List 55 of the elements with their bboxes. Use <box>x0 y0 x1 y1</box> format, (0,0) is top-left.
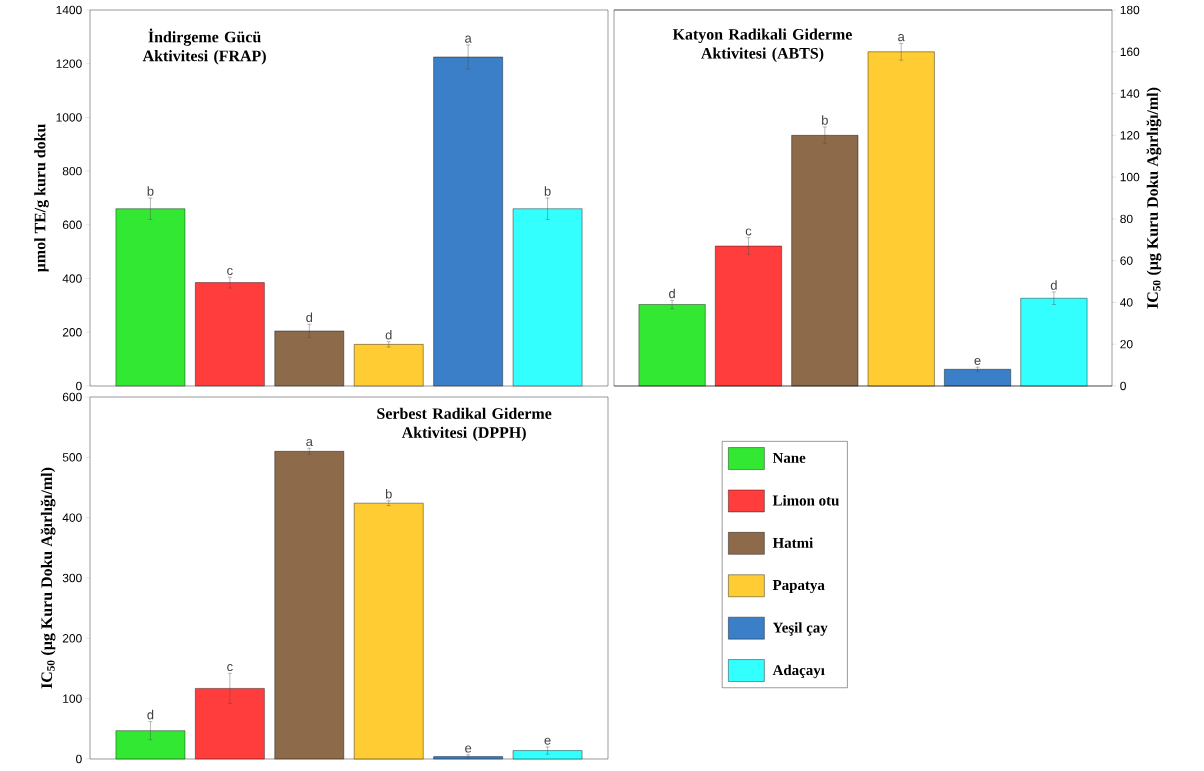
y-tick-label: 20 <box>1120 339 1133 349</box>
legend-label: Yeşil çay <box>772 622 828 636</box>
y-tick-label: 0 <box>76 381 82 391</box>
data-label: c <box>227 267 233 276</box>
data-label: c <box>227 664 233 672</box>
data-label: e <box>465 745 472 753</box>
data-label: d <box>385 329 392 340</box>
data-label: b <box>147 186 154 196</box>
y-tick-label: 600 <box>62 220 82 230</box>
data-label: d <box>306 312 313 323</box>
data-label: b <box>822 115 828 125</box>
y-tick-label: 1200 <box>56 59 82 68</box>
text: Serbest Radikal Giderme Aktivitesi (DPPH) <box>377 407 552 442</box>
data-label: c <box>745 228 752 236</box>
data-label: b <box>385 489 392 499</box>
y-tick-label: 60 <box>1120 256 1133 265</box>
text: İndirgeme Gücü Aktivitesi (FRAP) <box>142 28 266 65</box>
data-label: a <box>898 34 905 42</box>
data-label: d <box>1050 280 1057 290</box>
y-tick-label: 400 <box>62 274 82 283</box>
y-tick-label: 80 <box>1120 214 1133 224</box>
data-label: d <box>147 709 154 720</box>
y-tick-label: 500 <box>62 453 82 462</box>
data-label: e <box>974 357 981 365</box>
y-tick-label: 300 <box>62 573 82 583</box>
y-tick-label: 160 <box>1120 47 1140 56</box>
legend-label: Papatya <box>772 580 825 594</box>
y-tick-label: 140 <box>1120 89 1140 98</box>
legend-label: Adaçayı <box>772 664 825 679</box>
data-label: d <box>669 288 675 299</box>
y-tick-label: 120 <box>1120 131 1140 140</box>
y-tick-label: 600 <box>62 392 82 402</box>
y-tick-label: 200 <box>62 634 82 643</box>
legend-label: Nane <box>772 452 806 463</box>
data-label: e <box>544 737 551 745</box>
y-axis-title: IC$_{50}$ (µg Kuru Doku Ağırlığı/ml) <box>40 467 56 689</box>
legend-label: Limon otu <box>772 495 839 506</box>
y-tick-label: 0 <box>76 754 82 764</box>
y-tick-label: 0 <box>1120 381 1126 391</box>
y-tick-label: 100 <box>63 694 82 703</box>
y-tick-label: 200 <box>62 328 82 337</box>
data-label: a <box>465 35 472 43</box>
y-axis-title: µmol TE/g kuru doku <box>34 124 49 273</box>
data-label: a <box>306 438 313 447</box>
y-tick-label: 800 <box>62 166 82 176</box>
y-tick-label: 400 <box>62 513 82 522</box>
y-tick-label: 40 <box>1120 298 1133 307</box>
y-tick-label: 1400 <box>56 5 82 15</box>
text: Katyon Radikali Giderme Aktivitesi (ABTS) <box>672 28 852 62</box>
legend-label: Hatmi <box>772 537 814 548</box>
y-axis-title: IC$_{50}$ (µg Kuru Doku Ağırlığı/ml) <box>1146 87 1162 309</box>
y-tick-label: 180 <box>1120 5 1140 15</box>
y-tick-label: 100 <box>1120 172 1140 182</box>
data-label: b <box>544 186 551 196</box>
y-tick-label: 1000 <box>56 113 82 122</box>
